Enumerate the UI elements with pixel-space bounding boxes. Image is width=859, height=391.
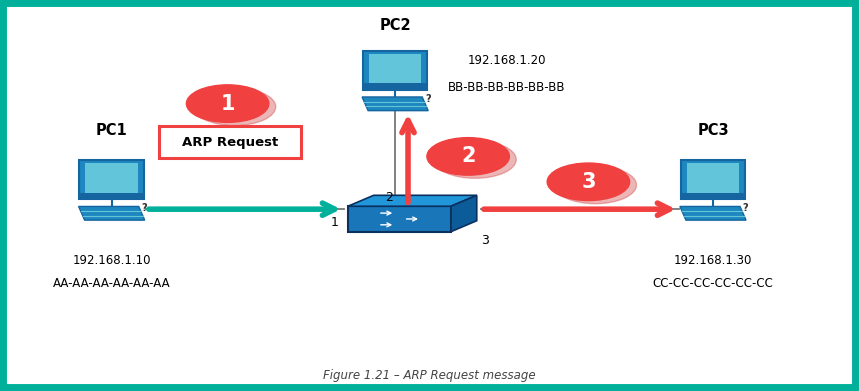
Text: BB-BB-BB-BB-BB-BB: BB-BB-BB-BB-BB-BB (448, 81, 565, 95)
Circle shape (547, 163, 630, 201)
Text: 192.168.1.10: 192.168.1.10 (72, 253, 151, 267)
Text: PC2: PC2 (380, 18, 411, 33)
Text: 2: 2 (461, 146, 475, 167)
Text: 3: 3 (582, 172, 595, 192)
FancyBboxPatch shape (680, 160, 745, 199)
Polygon shape (362, 97, 429, 111)
Text: 1: 1 (221, 93, 235, 114)
Text: PC1: PC1 (96, 124, 127, 138)
FancyBboxPatch shape (687, 163, 739, 194)
Polygon shape (680, 206, 746, 220)
Text: ?: ? (142, 203, 147, 213)
FancyBboxPatch shape (680, 192, 745, 199)
Text: CC-CC-CC-CC-CC-CC: CC-CC-CC-CC-CC-CC (653, 277, 773, 290)
Circle shape (554, 166, 637, 204)
Text: PC3: PC3 (698, 124, 728, 138)
Circle shape (434, 141, 516, 178)
Text: ARP Request: ARP Request (181, 136, 278, 149)
Circle shape (193, 88, 276, 126)
Text: 3: 3 (481, 234, 490, 247)
Text: 192.168.1.20: 192.168.1.20 (467, 54, 546, 67)
Text: ?: ? (425, 94, 430, 104)
FancyBboxPatch shape (362, 51, 428, 90)
Circle shape (427, 138, 509, 175)
FancyBboxPatch shape (79, 192, 143, 199)
Text: 1: 1 (331, 216, 339, 230)
Text: ?: ? (743, 203, 748, 213)
Polygon shape (451, 195, 477, 231)
Polygon shape (348, 195, 477, 206)
FancyBboxPatch shape (79, 160, 143, 199)
Text: Figure 1.21 – ARP Request message: Figure 1.21 – ARP Request message (323, 369, 536, 382)
FancyBboxPatch shape (362, 83, 428, 90)
Text: AA-AA-AA-AA-AA-AA: AA-AA-AA-AA-AA-AA (53, 277, 170, 290)
FancyBboxPatch shape (369, 54, 422, 84)
FancyBboxPatch shape (348, 206, 451, 231)
Polygon shape (79, 206, 144, 220)
Text: 192.168.1.30: 192.168.1.30 (673, 253, 752, 267)
Text: 2: 2 (385, 191, 393, 204)
FancyBboxPatch shape (159, 126, 301, 158)
FancyBboxPatch shape (86, 163, 137, 194)
Circle shape (186, 85, 269, 122)
